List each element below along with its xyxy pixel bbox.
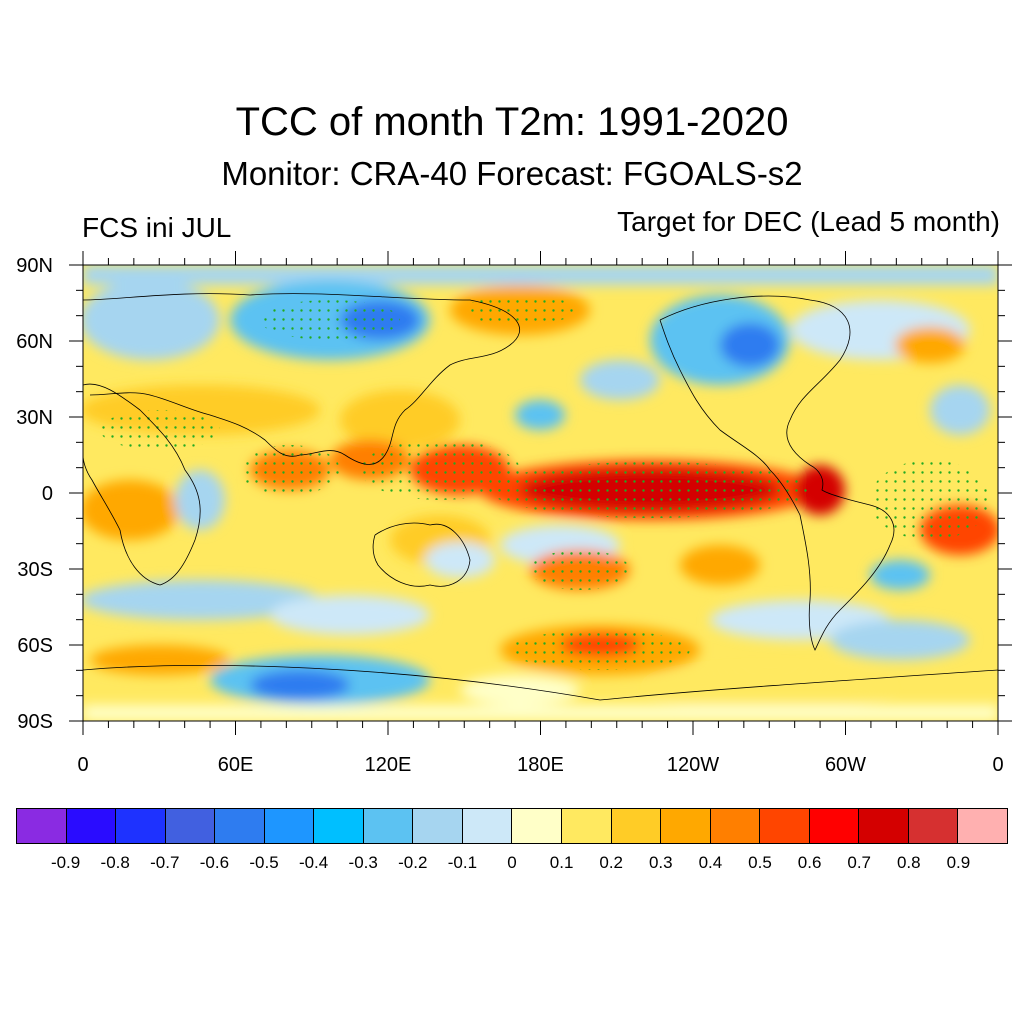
- correlation-field: [83, 265, 998, 721]
- colorbar-swatch: [512, 809, 563, 843]
- lon-tick-label: 0: [77, 754, 88, 776]
- lat-tick-label: 60N: [16, 331, 53, 353]
- colorbar-swatch: [611, 809, 662, 843]
- colorbar-label: 0: [507, 853, 517, 872]
- colorbar-swatch: [908, 809, 959, 843]
- colorbar-label: -0.5: [249, 853, 279, 872]
- colorbar-swatch: [809, 809, 860, 843]
- colorbar-swatch: [66, 809, 117, 843]
- colorbar-label: 0.1: [549, 853, 574, 872]
- colorbar-label: 0.8: [896, 853, 921, 872]
- colorbar-swatch: [363, 809, 414, 843]
- colorbar-swatch: [17, 809, 67, 843]
- colorbar-label: -0.4: [298, 853, 329, 872]
- lon-tick-label: 60E: [218, 754, 254, 776]
- coastlines: [83, 293, 998, 701]
- significance-stippling: [100, 295, 990, 670]
- colorbar-label: -0.2: [398, 853, 428, 872]
- lon-tick-label: 180E: [517, 754, 564, 776]
- colorbar-label: -0.8: [100, 853, 130, 872]
- colorbar-label: -0.7: [150, 853, 180, 872]
- colorbar: [16, 808, 1008, 844]
- colorbar-label: 0.7: [847, 853, 872, 872]
- colorbar-swatch: [462, 809, 513, 843]
- colorbar-swatch: [215, 809, 265, 843]
- colorbar-label: -0.9: [50, 853, 81, 872]
- colorbar-label: -0.3: [348, 853, 378, 872]
- target-month-label: Target for DEC (Lead 5 month): [617, 206, 1000, 237]
- lat-tick-label: 30S: [17, 559, 53, 581]
- lon-tick-label: 60W: [825, 754, 866, 776]
- lon-tick-label: 120E: [365, 754, 412, 776]
- colorbar-swatch: [859, 809, 909, 843]
- colorbar-swatch: [562, 809, 612, 843]
- lon-tick-label: 120W: [667, 754, 719, 776]
- lon-tick-label: 0: [992, 754, 1003, 776]
- colorbar-label: 0.9: [946, 853, 971, 872]
- colorbar-label: 0.4: [698, 853, 723, 872]
- colorbar-label: 0.6: [797, 853, 822, 872]
- lat-tick-label: 60S: [17, 635, 53, 657]
- lat-tick-label: 0: [42, 483, 53, 505]
- colorbar-label: -0.6: [199, 853, 230, 872]
- colorbar-swatch: [958, 809, 1007, 843]
- lat-tick-label: 90S: [17, 711, 53, 733]
- colorbar-swatch: [413, 809, 463, 843]
- colorbar-swatch: [116, 809, 166, 843]
- colorbar-swatch: [710, 809, 761, 843]
- colorbar-swatch: [760, 809, 810, 843]
- lat-tick-label: 30N: [16, 407, 53, 429]
- colorbar-label: 0.5: [748, 853, 772, 872]
- colorbar-swatch: [264, 809, 315, 843]
- plot-subtitle: Monitor: CRA-40 Forecast: FGOALS-s2: [221, 155, 803, 192]
- colorbar-swatch: [165, 809, 216, 843]
- lat-tick-label: 90N: [16, 255, 53, 277]
- colorbar-label: 0.2: [599, 853, 624, 872]
- plot-title: TCC of month T2m: 1991-2020: [235, 100, 789, 144]
- colorbar-swatch: [661, 809, 711, 843]
- colorbar-label: -0.1: [447, 853, 478, 872]
- colorbar-label: 0.3: [648, 853, 673, 872]
- initial-month-label: FCS ini JUL: [82, 212, 232, 243]
- colorbar-swatch: [314, 809, 364, 843]
